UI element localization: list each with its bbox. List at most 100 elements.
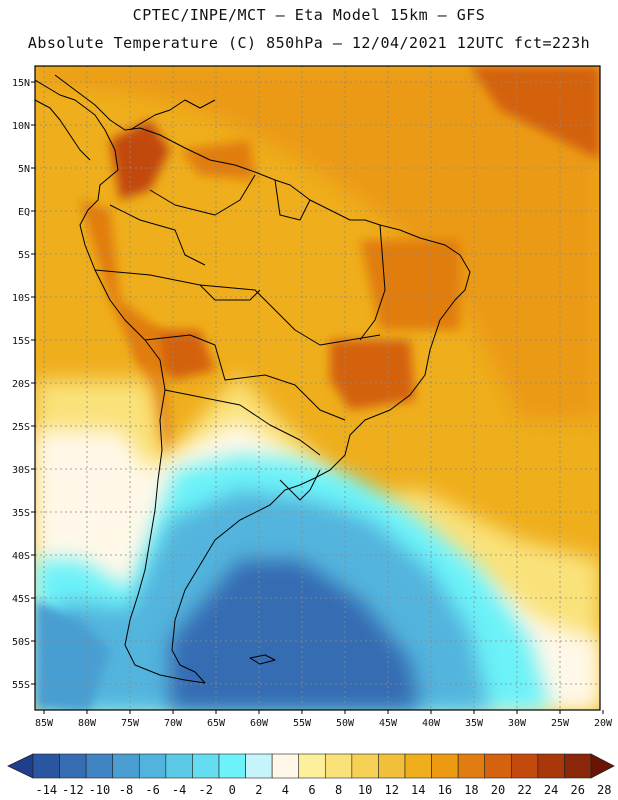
lat-label: 40S xyxy=(12,551,30,562)
field-coldest-core xyxy=(170,560,420,710)
colorbar-swatch xyxy=(378,753,406,779)
lon-label: 60W xyxy=(250,718,269,729)
temperature-field xyxy=(35,66,600,710)
lon-label: 55W xyxy=(293,718,312,729)
caribbean-coast xyxy=(129,99,216,131)
coastlines xyxy=(35,74,471,684)
colorbar-label: 4 xyxy=(282,783,289,797)
field-hot-venezuela xyxy=(180,140,255,180)
colorbar-label: 0 xyxy=(229,783,236,797)
colorbar-label: 16 xyxy=(438,783,452,797)
lat-label: 5N xyxy=(18,164,30,175)
colorbar-swatch xyxy=(431,753,459,779)
colorbar-swatch xyxy=(218,753,246,779)
lat-label: 5S xyxy=(18,250,30,261)
central-america-coast xyxy=(35,99,91,161)
colorbar-swatch xyxy=(484,753,512,779)
colorbar-label: 28 xyxy=(597,783,611,797)
lat-label: 55S xyxy=(12,680,30,691)
border xyxy=(164,389,321,456)
lat-label: 20S xyxy=(12,379,30,390)
colorbar-swatch xyxy=(85,753,114,779)
lon-label: 50W xyxy=(336,718,355,729)
colorbar-swatch xyxy=(324,753,353,779)
colorbar-label: -10 xyxy=(89,783,111,797)
graticule xyxy=(35,66,600,710)
colorbar-label: -2 xyxy=(198,783,212,797)
chart-title: CPTEC/INPE/MCT – Eta Model 15km – GFS xyxy=(132,6,486,24)
field-hot-colombia xyxy=(110,120,170,200)
lat-label: 50S xyxy=(12,637,30,648)
lon-label: 85W xyxy=(35,718,54,729)
field-hot-ne xyxy=(470,66,600,160)
colorbar-label: 18 xyxy=(464,783,478,797)
colorbar-swatch xyxy=(564,753,592,779)
border xyxy=(199,284,261,301)
lat-label: 10N xyxy=(12,121,30,132)
lon-label: 30W xyxy=(508,718,527,729)
lat-label: 30S xyxy=(12,465,30,476)
longitude-labels: 85W 80W 75W 70W 65W 60W 55W 50W 45W 40W 35W 30W 25W 2… xyxy=(35,710,613,729)
colorbar-label: -8 xyxy=(119,783,133,797)
lon-label: 80W xyxy=(78,718,97,729)
map-frame xyxy=(34,65,601,711)
lat-label: 45S xyxy=(12,594,30,605)
chart-subtitle: Absolute Temperature (C) 850hPa – 12/04/… xyxy=(27,34,591,52)
lon-label: 70W xyxy=(164,718,183,729)
colorbar-label: -14 xyxy=(35,783,57,797)
colorbar-label: 26 xyxy=(570,783,584,797)
colorbar-under-triangle xyxy=(7,753,34,779)
colorbar-swatch xyxy=(59,753,87,779)
border xyxy=(109,204,206,266)
lon-label: 35W xyxy=(465,718,484,729)
colorbar-label: -6 xyxy=(145,783,159,797)
colorbar-swatch xyxy=(271,753,300,779)
colorbar-label: 12 xyxy=(384,783,398,797)
colorbar-swatch xyxy=(32,753,60,779)
lat-label: 10S xyxy=(12,293,30,304)
lon-label: 45W xyxy=(379,718,398,729)
colorbar-label: 10 xyxy=(358,783,372,797)
field-warm-ne-brazil xyxy=(360,240,460,330)
colorbar-swatch xyxy=(510,753,539,779)
colorbar-label: 2 xyxy=(255,783,262,797)
latitude-labels: 15N 10N 5N EQ 5S 10S 15S 20S 25S 30S 35S 40S 45S 50S 5… xyxy=(12,78,35,691)
colorbar-label: 22 xyxy=(517,783,531,797)
border xyxy=(279,469,321,501)
lon-label: 25W xyxy=(551,718,570,729)
colorbar-swatch xyxy=(138,753,167,779)
border xyxy=(149,174,256,216)
lat-label: 15N xyxy=(12,78,30,89)
field-hot-brazil xyxy=(330,340,415,410)
colorbar-swatch xyxy=(298,753,326,779)
lon-label: 65W xyxy=(207,718,226,729)
colorbar-swatch xyxy=(112,753,140,779)
colorbar-swatch xyxy=(165,753,193,779)
lon-label: 20W xyxy=(594,718,613,729)
lat-label: EQ xyxy=(18,207,30,218)
colorbar-label: 24 xyxy=(544,783,558,797)
border xyxy=(274,179,311,221)
colorbar-swatch xyxy=(192,753,220,779)
south-america-coast xyxy=(35,74,471,684)
border xyxy=(359,224,386,341)
lat-label: 25S xyxy=(12,422,30,433)
colorbar-label: 6 xyxy=(308,783,315,797)
field-warm-north xyxy=(35,66,600,420)
colorbar-swatch xyxy=(537,753,565,779)
falklands xyxy=(249,654,276,665)
lat-label: 15S xyxy=(12,336,30,347)
field-andes-warm xyxy=(80,200,175,490)
colorbar-swatch xyxy=(457,753,486,779)
lon-label: 40W xyxy=(422,718,441,729)
colorbar-over-triangle xyxy=(590,753,615,779)
border xyxy=(144,334,346,421)
border xyxy=(94,269,381,346)
colorbar-label: 20 xyxy=(491,783,505,797)
colorbar-swatch xyxy=(404,753,432,779)
colorbar-label: 8 xyxy=(335,783,342,797)
colorbar-swatch xyxy=(245,753,273,779)
lat-label: 35S xyxy=(12,508,30,519)
colorbar-label: 14 xyxy=(411,783,425,797)
